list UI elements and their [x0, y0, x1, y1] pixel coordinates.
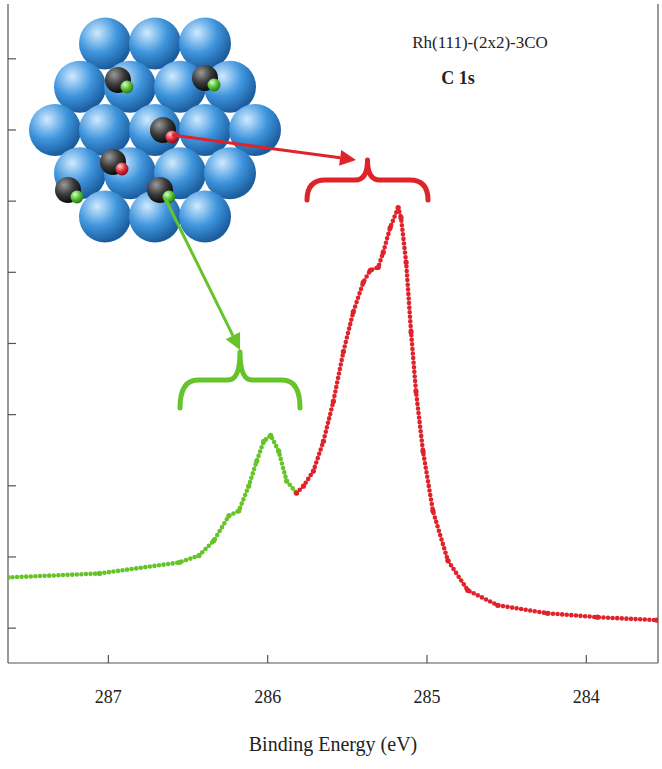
series-line	[297, 208, 658, 620]
data-point	[294, 490, 299, 495]
oxygen-atom	[71, 191, 84, 204]
x-tick-label: 284	[573, 687, 600, 707]
data-group	[8, 205, 658, 623]
oxygen-atom	[116, 163, 129, 176]
rh-atom	[79, 191, 131, 243]
data-point	[595, 615, 600, 620]
data-point	[396, 205, 401, 210]
rh-atom	[179, 104, 231, 156]
rh-atom	[179, 17, 231, 69]
y-tick	[8, 343, 16, 344]
data-point	[268, 433, 273, 438]
y-tick	[8, 272, 16, 273]
x-tick-label: 286	[254, 687, 281, 707]
data-point	[246, 483, 251, 488]
x-tick	[586, 655, 587, 663]
right-frame	[657, 4, 658, 663]
series-line	[8, 435, 297, 577]
x-tick	[426, 655, 427, 663]
arrow-head	[339, 150, 356, 166]
data-point	[495, 603, 500, 608]
x-tick	[108, 655, 109, 663]
data-point	[321, 439, 326, 444]
y-tick	[8, 628, 16, 629]
data-point	[351, 309, 356, 314]
data-point	[361, 280, 366, 285]
rh-atom	[129, 17, 181, 69]
data-point	[408, 329, 413, 334]
surface-model	[29, 17, 281, 242]
rh-atom	[79, 17, 131, 69]
data-point	[284, 478, 289, 483]
data-point	[376, 265, 381, 270]
title: Rh(111)-(2x2)-3CO	[412, 33, 548, 52]
x-axis	[8, 662, 658, 663]
rh-atom	[179, 191, 231, 243]
data-point	[8, 575, 10, 580]
y-tick	[8, 485, 16, 486]
y-tick	[8, 58, 16, 59]
data-point	[331, 399, 336, 404]
data-point	[97, 571, 102, 576]
data-point	[404, 260, 409, 265]
data-point	[368, 268, 373, 273]
y-axis	[7, 4, 8, 663]
data-point	[381, 250, 386, 255]
arrow-line	[172, 135, 340, 158]
y-tick	[8, 414, 16, 415]
data-point	[413, 389, 418, 394]
data-point	[301, 483, 306, 488]
data-point	[465, 588, 470, 593]
brace	[180, 352, 300, 408]
data-point	[261, 439, 266, 444]
data-point	[226, 513, 231, 518]
data-point	[545, 611, 550, 616]
rh-atom	[104, 61, 156, 113]
brace	[307, 160, 428, 200]
data-point	[177, 560, 182, 565]
data-point	[341, 349, 346, 354]
y-tick	[8, 556, 16, 557]
arrow-line	[165, 198, 233, 336]
data-point	[445, 558, 450, 563]
oxygen-atom	[121, 81, 134, 94]
data-point	[211, 538, 216, 543]
data-point	[294, 490, 299, 495]
rh-atom	[79, 104, 131, 156]
data-point	[388, 225, 393, 230]
data-point	[236, 508, 241, 513]
x-tick	[267, 655, 268, 663]
data-point	[398, 215, 403, 220]
rh-atom	[29, 104, 81, 156]
data-point	[420, 449, 425, 454]
arrow-head	[226, 332, 240, 350]
subtitle: C 1s	[441, 68, 475, 88]
data-point	[654, 618, 658, 623]
data-point	[254, 459, 259, 464]
data-point	[196, 553, 201, 558]
rh-atom	[54, 61, 106, 113]
rh-atom	[204, 147, 256, 199]
rh-atom	[129, 104, 181, 156]
data-point	[276, 449, 281, 454]
x-axis-title: Binding Energy (eV)	[249, 733, 418, 756]
y-tick	[8, 129, 16, 130]
oxygen-atom	[163, 191, 176, 204]
data-point	[311, 468, 316, 473]
y-tick	[8, 201, 16, 202]
data-point	[430, 508, 435, 513]
x-tick-label: 287	[95, 687, 122, 707]
oxygen-atom	[208, 79, 221, 92]
chart: 287 286 285 284 Binding Energy (eV) Rh(111)-(…	[0, 0, 662, 769]
x-tick-label: 285	[413, 687, 440, 707]
